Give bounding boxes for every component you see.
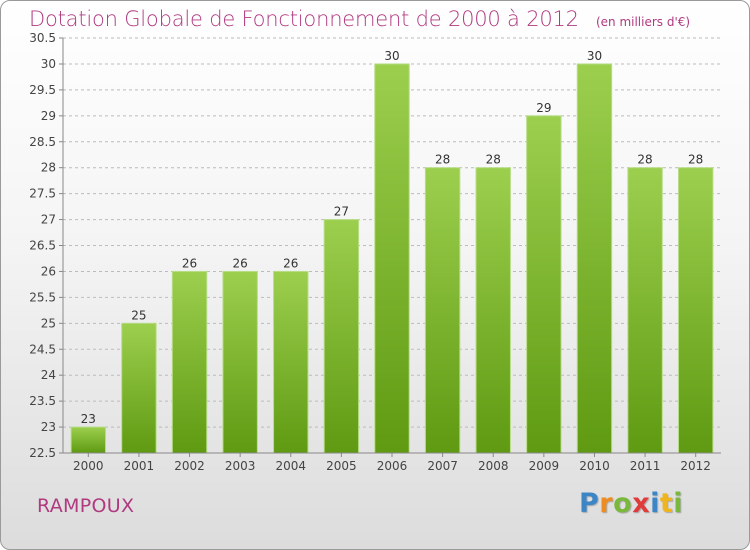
y-tick-label: 30 bbox=[41, 57, 56, 71]
y-tick-label: 27.5 bbox=[29, 187, 56, 201]
y-tick-label: 24 bbox=[41, 368, 56, 382]
bar bbox=[70, 426, 107, 454]
data-label: 28 bbox=[435, 153, 450, 167]
data-label: 26 bbox=[283, 256, 298, 270]
bar bbox=[424, 167, 461, 454]
axes bbox=[59, 37, 721, 457]
bars bbox=[70, 63, 714, 454]
x-tick-label: 2012 bbox=[680, 459, 711, 473]
data-label: 30 bbox=[587, 49, 602, 63]
x-tick-label: 2008 bbox=[478, 459, 509, 473]
y-tick-label: 25 bbox=[41, 316, 56, 330]
bar bbox=[627, 167, 663, 454]
x-tick-label: 2003 bbox=[225, 459, 256, 473]
bar bbox=[475, 167, 511, 454]
y-tick-label: 23.5 bbox=[29, 394, 56, 408]
data-label: 27 bbox=[334, 205, 349, 219]
bar bbox=[171, 270, 208, 454]
x-tick-label: 2009 bbox=[529, 459, 560, 473]
y-tick-label: 27 bbox=[41, 213, 56, 227]
x-tick-label: 2011 bbox=[630, 459, 661, 473]
y-tick-label: 22.5 bbox=[29, 446, 56, 460]
data-label: 30 bbox=[384, 49, 399, 63]
x-tick-label: 2010 bbox=[579, 459, 610, 473]
x-tick-label: 2001 bbox=[124, 459, 155, 473]
y-tick-label: 29 bbox=[41, 109, 56, 123]
x-tick-label: 2006 bbox=[377, 459, 408, 473]
bar bbox=[677, 167, 714, 454]
data-label: 26 bbox=[182, 256, 197, 270]
bar bbox=[121, 322, 157, 454]
x-tick-label: 2002 bbox=[174, 459, 205, 473]
data-label: 25 bbox=[131, 308, 146, 322]
data-label: 28 bbox=[637, 153, 652, 167]
bar bbox=[374, 63, 410, 454]
data-label: 28 bbox=[486, 153, 501, 167]
y-tick-labels: 22.5 23 23.5 24 24.5 25 25.5 26 26.5 27 27.5 28 28.5… bbox=[29, 31, 56, 460]
y-tick-label: 23 bbox=[41, 420, 56, 434]
title-row: Dotation Globale de Fonctionnement de 20… bbox=[29, 7, 690, 31]
y-tick-label: 30.5 bbox=[29, 31, 56, 45]
bar bbox=[273, 270, 309, 454]
y-tick-label: 28.5 bbox=[29, 135, 56, 149]
data-label: 23 bbox=[81, 412, 96, 426]
x-tick-label: 2007 bbox=[427, 459, 458, 473]
data-labels: 23 25 26 26 26 27 30 28 28 29 30 28 28 bbox=[81, 49, 704, 426]
bar bbox=[323, 219, 360, 454]
x-tick-labels: 2000 2001 2002 2003 2004 2005 2006 2007 2008 2009… bbox=[73, 459, 711, 473]
data-label: 29 bbox=[536, 101, 551, 115]
y-tick-label: 26 bbox=[41, 264, 56, 278]
chart-subtitle: (en milliers d'€) bbox=[595, 15, 691, 29]
y-tick-label: 25.5 bbox=[29, 290, 56, 304]
data-label: 28 bbox=[688, 153, 703, 167]
y-tick-label: 28 bbox=[41, 161, 56, 175]
bar bbox=[526, 115, 562, 454]
x-tick-label: 2004 bbox=[275, 459, 306, 473]
bar bbox=[222, 270, 258, 454]
chart-title: Dotation Globale de Fonctionnement de 20… bbox=[29, 7, 579, 31]
proxiti-logo[interactable]: Proxiti bbox=[579, 488, 684, 519]
y-tick-label: 29.5 bbox=[29, 83, 56, 97]
y-tick-label: 24.5 bbox=[29, 342, 56, 356]
y-tick-label: 26.5 bbox=[29, 239, 56, 253]
commune-name: RAMPOUX bbox=[37, 495, 135, 517]
bar bbox=[576, 63, 613, 454]
x-tick-label: 2000 bbox=[73, 459, 104, 473]
x-tick-label: 2005 bbox=[326, 459, 357, 473]
data-label: 26 bbox=[233, 256, 248, 270]
